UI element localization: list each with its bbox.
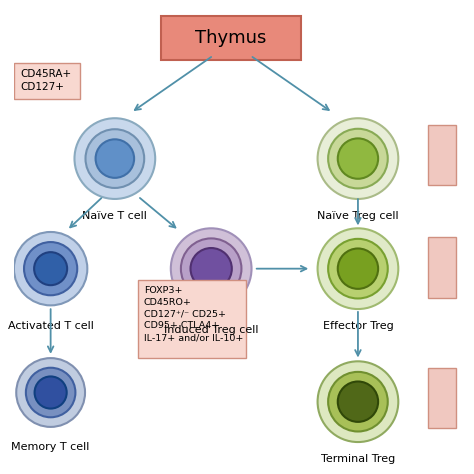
Circle shape <box>338 138 378 179</box>
Circle shape <box>191 248 232 289</box>
Circle shape <box>35 376 67 409</box>
FancyBboxPatch shape <box>428 368 456 428</box>
Circle shape <box>338 248 378 289</box>
Circle shape <box>96 139 134 178</box>
Text: Memory T cell: Memory T cell <box>11 442 90 452</box>
Circle shape <box>338 382 378 422</box>
Circle shape <box>16 358 85 427</box>
FancyBboxPatch shape <box>428 237 456 298</box>
Circle shape <box>328 129 388 188</box>
Circle shape <box>14 232 87 305</box>
Circle shape <box>318 361 398 442</box>
Text: FOXP3+
CD45RO+
CD127⁺/⁻ CD25+
CD95+ CTLA4+
IL-17+ and/or IL-10+: FOXP3+ CD45RO+ CD127⁺/⁻ CD25+ CD95+ CTLA… <box>144 286 243 342</box>
FancyBboxPatch shape <box>428 125 456 185</box>
Circle shape <box>328 239 388 299</box>
Circle shape <box>34 252 67 285</box>
Text: Naïve Treg cell: Naïve Treg cell <box>317 211 399 221</box>
Circle shape <box>181 238 241 299</box>
Circle shape <box>328 372 388 431</box>
Circle shape <box>318 228 398 309</box>
Text: Naïve T cell: Naïve T cell <box>82 211 147 221</box>
Text: Terminal Treg: Terminal Treg <box>321 455 395 465</box>
Circle shape <box>26 368 75 417</box>
Circle shape <box>74 118 155 199</box>
Circle shape <box>85 129 144 188</box>
Circle shape <box>24 242 77 295</box>
Text: Effector Treg: Effector Treg <box>323 321 393 331</box>
Circle shape <box>318 118 398 199</box>
FancyBboxPatch shape <box>14 63 81 99</box>
Circle shape <box>171 228 252 309</box>
FancyBboxPatch shape <box>161 17 301 60</box>
Text: Activated T cell: Activated T cell <box>8 321 93 331</box>
Text: Induced Treg cell: Induced Treg cell <box>164 325 258 335</box>
Text: Thymus: Thymus <box>195 29 266 47</box>
Text: CD45RA+
CD127+: CD45RA+ CD127+ <box>20 69 71 92</box>
FancyBboxPatch shape <box>138 280 246 358</box>
